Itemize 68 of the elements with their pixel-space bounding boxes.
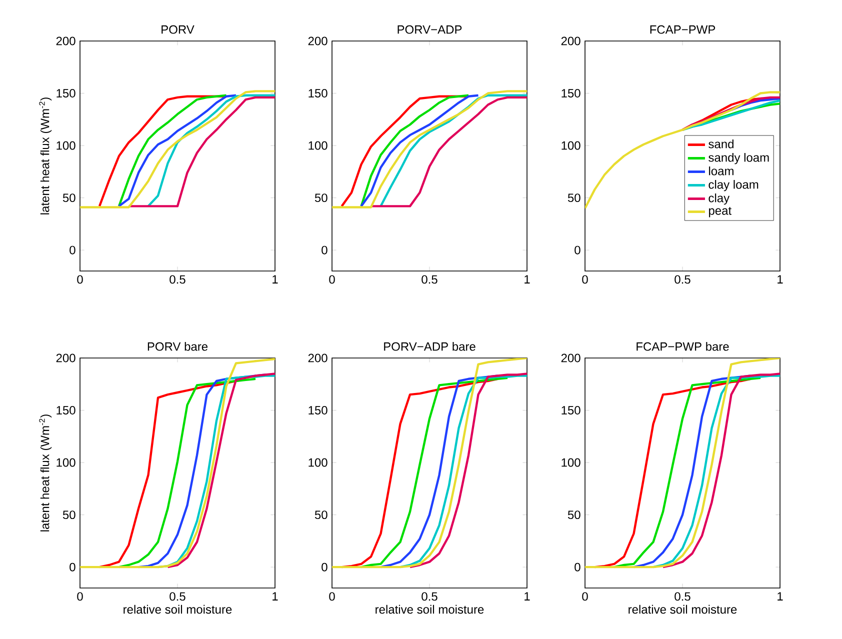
x-tick-label: 0: [329, 275, 335, 284]
x-axis-title: relative soil moisture: [628, 604, 737, 614]
y-tick-label: 50: [62, 194, 76, 202]
legend-label: loam: [709, 166, 734, 176]
x-tick-label: 0: [77, 275, 83, 284]
chart-title: PORV−ADP bare: [384, 342, 476, 351]
x-tick-label: 0: [582, 592, 588, 601]
x-axis-title: relative soil moisture: [124, 604, 232, 614]
y-tick-label: 150: [56, 89, 76, 98]
x-tick-label: 1: [778, 592, 783, 600]
chart-title: PORV−ADP: [398, 25, 462, 34]
y-tick-label: 0: [322, 246, 328, 254]
x-tick-label: 1: [272, 275, 278, 284]
x-tick-label: 0: [77, 592, 83, 601]
y-tick-label: 100: [56, 141, 76, 150]
chart-title: FCAP−PWP bare: [636, 342, 729, 351]
x-tick-label: 0.5: [674, 275, 690, 284]
x-tick-label: 0: [582, 275, 588, 284]
x-tick-label: 1: [524, 592, 530, 600]
x-tick-label: 1: [272, 592, 278, 600]
y-tick-label: 50: [568, 194, 580, 202]
chart-title: FCAP−PWP: [650, 25, 716, 34]
legend-label: clay loam: [708, 180, 758, 192]
y-tick-label: 100: [56, 458, 76, 467]
y-axis-title: latent heat flux (Wm$^{-2}$): [39, 414, 52, 532]
legend-label: sandy loam: [708, 152, 769, 164]
x-tick-label: 0: [329, 592, 335, 601]
y-tick-label: 150: [562, 406, 580, 415]
y-tick-label: 200: [561, 36, 580, 46]
y-tick-label: 0: [70, 246, 76, 254]
y-tick-label: 150: [308, 406, 328, 415]
y-tick-label: 50: [314, 510, 328, 520]
x-tick-label: 1: [524, 275, 530, 284]
y-tick-label: 0: [574, 246, 580, 254]
y-tick-label: 100: [308, 141, 328, 150]
y-tick-label: 50: [568, 510, 580, 520]
x-tick-label: 0.5: [422, 275, 438, 284]
y-axis-title: latent heat flux (Wm$^{-2}$): [39, 98, 52, 214]
y-tick-label: 0: [322, 562, 328, 572]
x-tick-label: 0.5: [170, 592, 186, 601]
y-tick-label: 150: [308, 89, 328, 98]
x-axis-title: relative soil moisture: [376, 604, 484, 614]
x-tick-label: 0.5: [674, 592, 690, 601]
chart-title: PORV bare: [148, 342, 208, 351]
y-tick-label: 150: [56, 406, 76, 415]
y-tick-label: 100: [308, 458, 328, 467]
y-tick-label: 0: [574, 562, 580, 572]
legend-label: clay: [708, 193, 730, 205]
line-series: [730, 97, 780, 112]
y-tick-label: 100: [562, 458, 580, 467]
y-tick-label: 50: [62, 510, 76, 520]
y-tick-label: 150: [562, 89, 580, 98]
y-tick-label: 50: [314, 194, 328, 202]
x-tick-label: 1: [778, 275, 783, 284]
y-tick-label: 0: [70, 562, 76, 572]
y-tick-label: 100: [562, 141, 580, 150]
x-tick-label: 0.5: [422, 592, 438, 601]
line-series: [118, 378, 257, 568]
y-tick-label: 200: [561, 354, 580, 362]
y-tick-label: 200: [308, 36, 328, 46]
y-tick-label: 200: [56, 36, 76, 46]
y-tick-label: 200: [56, 354, 76, 362]
legend-label: sand: [708, 140, 734, 148]
legend-label: peat: [709, 206, 732, 218]
chart-title: PORV: [162, 25, 194, 34]
x-tick-label: 0.5: [170, 275, 186, 284]
line-series: [613, 376, 762, 568]
y-tick-label: 200: [308, 354, 328, 362]
